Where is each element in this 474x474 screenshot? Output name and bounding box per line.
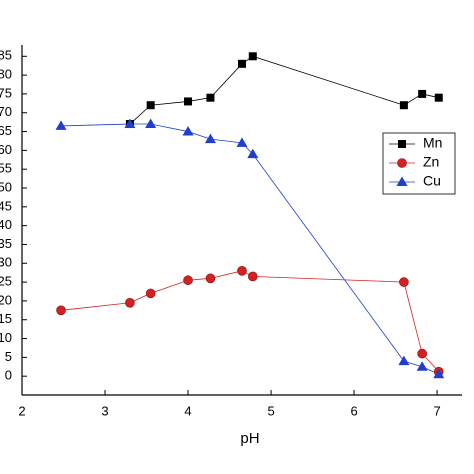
data-point — [238, 59, 246, 68]
data-point — [434, 93, 443, 102]
data-point — [206, 93, 215, 102]
data-point — [433, 368, 445, 379]
y-tick-label: 45 — [0, 198, 12, 213]
data-point — [184, 97, 193, 106]
legend-marker — [396, 176, 408, 186]
x-axis-label: pH — [240, 430, 259, 447]
y-tick-label: 85 — [0, 48, 12, 63]
data-point — [237, 266, 247, 276]
data-point — [417, 348, 427, 359]
data-point — [416, 361, 428, 371]
y-tick-label: 30 — [0, 255, 12, 270]
x-tick-label: 3 — [101, 403, 108, 418]
y-tick-label: 10 — [0, 330, 12, 345]
x-tick-label: 4 — [184, 403, 191, 418]
x-tick-label: 5 — [267, 403, 274, 418]
data-point — [247, 271, 258, 282]
data-point — [398, 355, 410, 366]
data-point — [56, 305, 66, 316]
y-tick-label: 25 — [0, 274, 12, 289]
legend-label: Mn — [423, 135, 442, 151]
data-point — [183, 275, 193, 286]
data-point — [182, 126, 194, 136]
legend-marker — [398, 140, 406, 148]
y-tick-label: 50 — [0, 179, 12, 194]
y-tick-label: 40 — [0, 217, 12, 232]
x-tick-label: 7 — [433, 403, 440, 418]
data-point — [205, 273, 216, 284]
y-tick-label: 70 — [0, 104, 12, 119]
data-point — [145, 288, 156, 299]
legend-marker — [397, 158, 407, 168]
series-line — [60, 270, 440, 372]
y-tick-label: 35 — [0, 236, 12, 251]
data-point — [55, 120, 67, 130]
legend-box — [382, 132, 456, 195]
data-point — [146, 101, 155, 110]
y-tick-label: 15 — [0, 311, 12, 326]
data-point — [125, 297, 135, 308]
x-tick-label: 6 — [350, 403, 357, 418]
y-tick-label: 20 — [0, 292, 12, 307]
data-point — [145, 118, 157, 129]
y-tick-label: 65 — [0, 123, 12, 138]
data-point — [247, 148, 259, 159]
y-tick-label: 5 — [5, 349, 12, 364]
y-tick-label: 80 — [0, 67, 12, 82]
y-tick-label: 55 — [0, 161, 12, 176]
legend-label: Cu — [423, 173, 441, 189]
y-tick-label: 60 — [0, 142, 12, 157]
data-point — [204, 133, 216, 144]
series-line — [129, 55, 439, 125]
data-point — [399, 277, 409, 287]
y-tick-label: 0 — [5, 368, 12, 383]
data-point — [248, 52, 257, 61]
data-point — [236, 137, 248, 147]
data-point — [124, 118, 136, 129]
data-point — [418, 89, 427, 98]
x-tick-label: 2 — [18, 403, 25, 418]
series-line — [61, 123, 439, 375]
legend-label: Zn — [423, 154, 439, 170]
y-tick-label: 75 — [0, 85, 12, 100]
data-point — [399, 101, 408, 110]
